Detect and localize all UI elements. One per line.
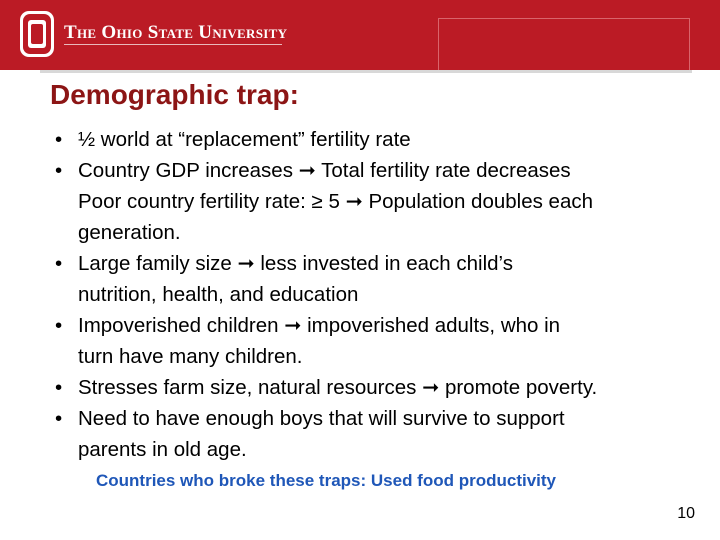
bullet-dot: • xyxy=(55,376,63,399)
bullet-item: • Large family size ➞ less invested in ea… xyxy=(50,248,710,310)
footer-note: Countries who broke these traps: Used fo… xyxy=(96,471,556,490)
banner-underline xyxy=(64,44,282,45)
bullet-item: • Country GDP increases ➞ Total fertility… xyxy=(50,155,710,248)
bullet-dot: • xyxy=(55,407,63,430)
bullet-line: Poor country fertility rate: ≥ 5 ➞ Popul… xyxy=(78,190,594,213)
bullet-dot: • xyxy=(55,252,63,275)
ohio-state-logo-icon xyxy=(20,11,54,57)
bullet-list: • ½ world at “replacement” fertility rate… xyxy=(50,124,710,465)
bullet-line: Stresses farm size, natural resources ➞ … xyxy=(78,376,598,399)
bullet-line: generation. xyxy=(78,221,181,244)
bullet-line: turn have many children. xyxy=(78,345,303,368)
bullet-line: Country GDP increases ➞ Total fertility … xyxy=(78,159,571,182)
header-banner: The Ohio State University xyxy=(0,0,720,70)
slide-title: Demographic trap: xyxy=(50,79,299,110)
bullet-line: nutrition, health, and education xyxy=(78,283,359,306)
banner-outline-box xyxy=(438,18,690,70)
university-name: The Ohio State University xyxy=(64,22,288,43)
bullet-line: ½ world at “replacement” fertility rate xyxy=(78,128,411,151)
bullet-line: Large family size ➞ less invested in eac… xyxy=(78,252,513,275)
bullet-item: • Need to have enough boys that will surv… xyxy=(50,403,710,465)
bullet-item: • Stresses farm size, natural resources ➞… xyxy=(50,372,710,403)
bullet-item: • Impoverished children ➞ impoverished ad… xyxy=(50,310,710,372)
bullet-dot: • xyxy=(55,314,63,337)
bullet-line: parents in old age. xyxy=(78,438,247,461)
page-number: 10 xyxy=(677,505,695,522)
bullet-dot: • xyxy=(55,128,63,151)
bullet-line: Need to have enough boys that will survi… xyxy=(78,407,565,430)
banner-shadow xyxy=(40,70,692,73)
bullet-dot: • xyxy=(55,159,63,182)
bullet-line: Impoverished children ➞ impoverished adu… xyxy=(78,314,561,337)
bullet-item: • ½ world at “replacement” fertility rate xyxy=(50,124,710,155)
